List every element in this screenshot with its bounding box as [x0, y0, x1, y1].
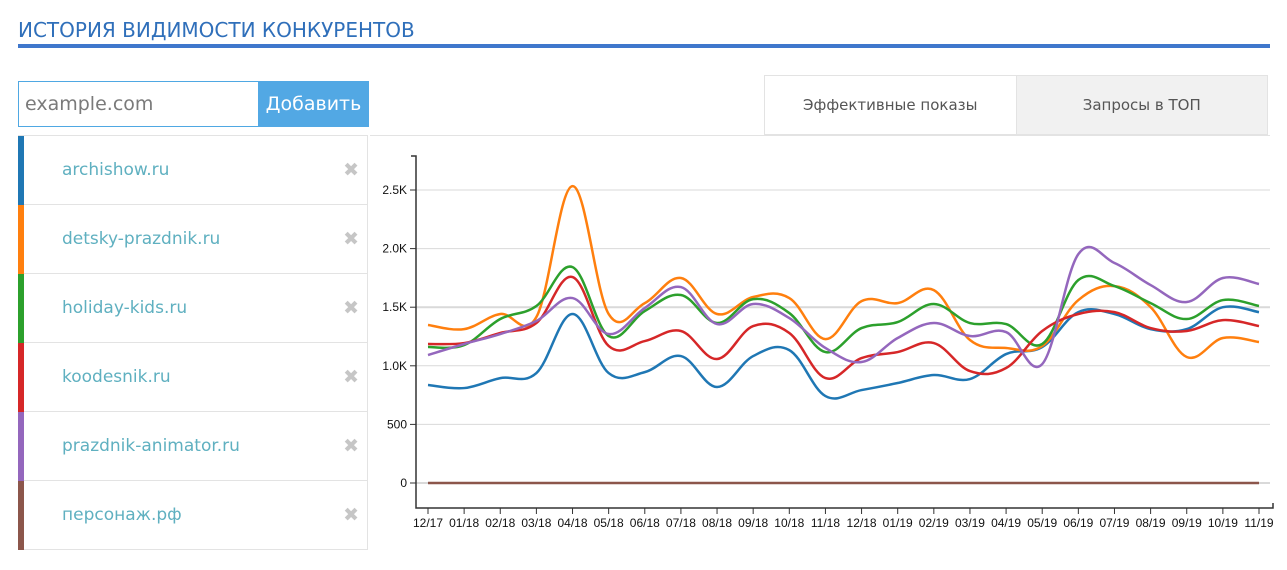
- x-tick-label: 10/19: [1208, 516, 1238, 530]
- site-name: персонаж.рф: [62, 505, 182, 525]
- series-color-swatch: [18, 274, 24, 343]
- series-color-swatch: [18, 343, 24, 412]
- x-tick-label: 01/19: [883, 516, 913, 530]
- x-tick-label: 11/18: [811, 516, 840, 530]
- add-button[interactable]: Добавить: [258, 81, 369, 127]
- series-line: [427, 184, 1260, 360]
- visibility-chart: 0 500 1.0K 1.5K 2.0K 2.5K 12/17 01/18 02/18 03/18…: [370, 135, 1274, 555]
- y-tick-label: 500: [387, 417, 407, 431]
- x-tick-label: 11/19: [1244, 516, 1273, 530]
- site-name: koodesnik.ru: [62, 367, 171, 387]
- series-color-swatch: [18, 481, 24, 550]
- x-tick-label: 12/17: [413, 516, 443, 530]
- series-line: [427, 305, 1260, 400]
- x-tick-label: 04/18: [558, 516, 588, 530]
- close-icon[interactable]: ✖: [343, 297, 359, 319]
- list-item[interactable]: holiday-kids.ru ✖: [18, 274, 367, 343]
- page-title: ИСТОРИЯ ВИДИМОСТИ КОНКУРЕНТОВ: [18, 18, 415, 42]
- list-item[interactable]: koodesnik.ru ✖: [18, 343, 367, 412]
- x-tick-label: 07/19: [1099, 516, 1129, 530]
- site-name: prazdnik-animator.ru: [62, 436, 240, 456]
- series-color-swatch: [18, 136, 24, 205]
- site-name: holiday-kids.ru: [62, 298, 188, 318]
- tab-effective-impressions[interactable]: Эффективные показы: [765, 76, 1017, 134]
- x-tick-label: 06/19: [1063, 516, 1093, 530]
- y-tick-label: 0: [400, 476, 407, 490]
- x-tick-label: 09/18: [738, 516, 768, 530]
- x-tick-label: 10/18: [774, 516, 804, 530]
- competitor-list: archishow.ru ✖ detsky-prazdnik.ru ✖ holi…: [18, 135, 368, 550]
- close-icon[interactable]: ✖: [343, 366, 359, 388]
- x-tick-label: 05/19: [1027, 516, 1057, 530]
- x-tick-label: 01/18: [449, 516, 479, 530]
- title-underline: [18, 44, 1270, 48]
- x-tick-label: 09/19: [1172, 516, 1202, 530]
- domain-input[interactable]: [18, 81, 258, 127]
- tab-top-queries[interactable]: Запросы в ТОП: [1016, 76, 1267, 134]
- site-name: detsky-prazdnik.ru: [62, 229, 221, 249]
- x-tick-label: 06/18: [630, 516, 660, 530]
- list-item[interactable]: archishow.ru ✖: [18, 136, 367, 205]
- series-line: [427, 265, 1260, 354]
- x-tick-label: 07/18: [666, 516, 696, 530]
- x-tick-label: 03/19: [955, 516, 985, 530]
- x-tick-label: 12/18: [847, 516, 877, 530]
- close-icon[interactable]: ✖: [343, 159, 359, 181]
- series-line: [427, 245, 1260, 369]
- y-tick-label: 2.0K: [382, 242, 407, 256]
- x-tick-label: 02/19: [919, 516, 949, 530]
- x-tick-label: 02/18: [485, 516, 515, 530]
- x-tick-label: 08/18: [702, 516, 732, 530]
- series-color-swatch: [18, 412, 24, 481]
- close-icon[interactable]: ✖: [343, 504, 359, 526]
- metric-tabs: Эффективные показы Запросы в ТОП: [764, 75, 1268, 135]
- add-competitor-form: Добавить: [18, 81, 369, 127]
- y-tick-label: 1.0K: [382, 359, 407, 373]
- line-chart: 0 500 1.0K 1.5K 2.0K 2.5K 12/17 01/18 02/18 03/18…: [382, 155, 1274, 530]
- series-color-swatch: [18, 205, 24, 274]
- site-name: archishow.ru: [62, 160, 170, 180]
- x-tick-label: 05/18: [594, 516, 624, 530]
- list-item[interactable]: персонаж.рф ✖: [18, 481, 367, 550]
- x-tick-label: 04/19: [991, 516, 1021, 530]
- series-line: [427, 275, 1260, 380]
- close-icon[interactable]: ✖: [343, 435, 359, 457]
- list-item[interactable]: prazdnik-animator.ru ✖: [18, 412, 367, 481]
- y-tick-label: 1.5K: [382, 300, 407, 314]
- x-tick-label: 08/19: [1136, 516, 1166, 530]
- list-item[interactable]: detsky-prazdnik.ru ✖: [18, 205, 367, 274]
- close-icon[interactable]: ✖: [343, 228, 359, 250]
- y-tick-label: 2.5K: [382, 183, 407, 197]
- x-tick-label: 03/18: [521, 516, 551, 530]
